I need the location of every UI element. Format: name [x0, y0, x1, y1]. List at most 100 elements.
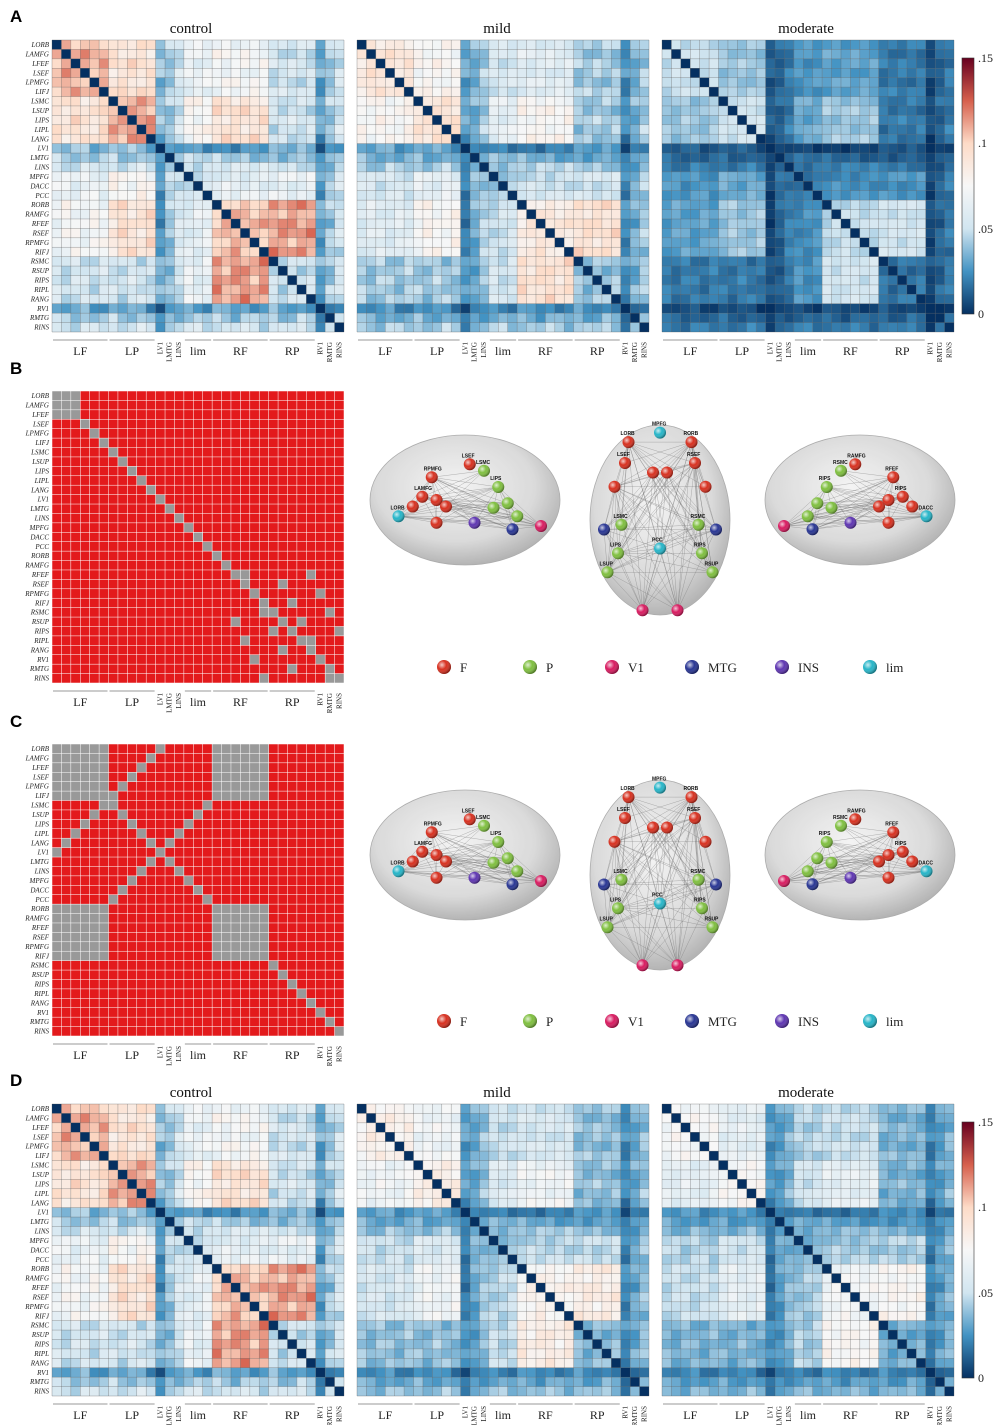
heatmap-cell — [488, 284, 499, 295]
heatmap-cell — [662, 284, 672, 295]
heatmap-cell — [611, 313, 621, 323]
heatmap-cell — [212, 218, 222, 229]
heatmap-cell — [240, 913, 250, 923]
heatmap-cell — [775, 294, 785, 304]
heatmap-cell — [916, 68, 926, 78]
heatmap-cell — [70, 456, 81, 467]
heatmap-cell — [183, 58, 194, 69]
heatmap-cell — [61, 322, 71, 332]
heatmap-cell — [498, 247, 508, 257]
heatmap-cell — [155, 857, 166, 867]
heatmap-cell — [422, 228, 433, 238]
heatmap-cell — [193, 247, 203, 257]
heatmap-cell — [108, 447, 118, 457]
heatmap-cell — [535, 209, 546, 219]
heatmap-cell — [611, 143, 621, 154]
heatmap-cell — [315, 744, 326, 754]
heatmap-cell — [52, 447, 62, 457]
heatmap-cell — [573, 58, 584, 69]
heatmap-cell — [488, 181, 499, 191]
heatmap-cell — [375, 228, 386, 238]
heatmap-cell — [583, 237, 593, 248]
heatmap-cell — [460, 40, 471, 50]
heatmap-cell — [61, 209, 71, 219]
heatmap-cell — [259, 256, 269, 267]
heatmap-cell — [671, 275, 681, 285]
heatmap-cell — [108, 77, 118, 88]
heatmap-cell — [52, 237, 62, 248]
heatmap-cell — [935, 171, 945, 182]
heatmap-cell — [306, 654, 316, 665]
heatmap-cell — [268, 49, 279, 59]
heatmap-cell — [230, 466, 241, 476]
heatmap-cell — [840, 294, 851, 304]
heatmap-cell — [174, 960, 184, 971]
heatmap-cell — [822, 256, 832, 267]
heatmap-cell — [850, 209, 860, 219]
heatmap-cell — [193, 115, 203, 125]
heatmap-cell — [70, 400, 81, 410]
heatmap-cell — [52, 762, 62, 773]
heatmap-cell — [155, 237, 166, 248]
heatmap-cell — [451, 200, 461, 210]
heatmap-cell — [61, 560, 71, 570]
heatmap-cell — [193, 256, 203, 267]
heatmap-cell — [221, 275, 231, 285]
heatmap-cell — [155, 504, 166, 514]
heatmap-cell — [221, 313, 231, 323]
heatmap-cell — [259, 791, 269, 801]
heatmap-cell — [306, 77, 316, 88]
heatmap-cell — [221, 171, 231, 182]
heatmap-cell — [869, 237, 879, 248]
heatmap-cell — [831, 115, 841, 125]
group-label: lim — [495, 344, 512, 358]
heatmap-cell — [230, 569, 241, 580]
row-label: RSUP — [31, 267, 50, 275]
heatmap-cell — [52, 303, 62, 314]
heatmap-cell — [259, 894, 269, 905]
heatmap-cell — [375, 247, 386, 257]
heatmap-cell — [174, 68, 184, 78]
heatmap-cell — [146, 781, 156, 792]
heatmap-cell — [315, 49, 326, 59]
heatmap-cell — [756, 49, 766, 59]
heatmap-cell — [268, 960, 279, 971]
heatmap-cell — [671, 256, 681, 267]
heatmap-cell — [935, 237, 945, 248]
heatmap-cell — [325, 266, 335, 276]
heatmap-cell — [136, 275, 147, 285]
heatmap-cell — [268, 541, 279, 552]
heatmap-cell — [174, 209, 184, 219]
row-label: RFEF — [31, 571, 50, 579]
heatmap-cell — [278, 607, 288, 618]
heatmap-cell — [460, 200, 471, 210]
heatmap-cell — [89, 941, 100, 952]
heatmap-cell — [671, 284, 681, 295]
heatmap-cell — [136, 588, 147, 599]
heatmap-cell — [117, 218, 128, 229]
heatmap-cell — [52, 218, 62, 229]
heatmap-cell — [306, 913, 316, 923]
heatmap-cell — [690, 322, 700, 332]
heatmap-cell — [174, 419, 184, 429]
heatmap-cell — [479, 237, 489, 248]
heatmap-cell — [394, 115, 405, 125]
heatmap-cell — [306, 551, 316, 561]
heatmap-cell — [174, 447, 184, 457]
heatmap-cell — [916, 322, 926, 332]
heatmap-cell — [146, 256, 156, 267]
heatmap-cell — [183, 922, 194, 933]
heatmap-cell — [174, 753, 184, 763]
heatmap-cell — [592, 124, 602, 135]
heatmap-cell — [413, 58, 423, 69]
heatmap-cell — [183, 494, 194, 505]
heatmap-cell — [432, 322, 442, 332]
heatmap-cell — [535, 218, 546, 229]
heatmap-cell — [620, 218, 631, 229]
heatmap-cell — [878, 200, 889, 210]
heatmap-cell — [212, 49, 222, 59]
heatmap-cell — [89, 171, 100, 182]
row-label: LIPS — [34, 116, 50, 124]
heatmap-cell — [662, 40, 672, 50]
heatmap-cell — [545, 171, 555, 182]
